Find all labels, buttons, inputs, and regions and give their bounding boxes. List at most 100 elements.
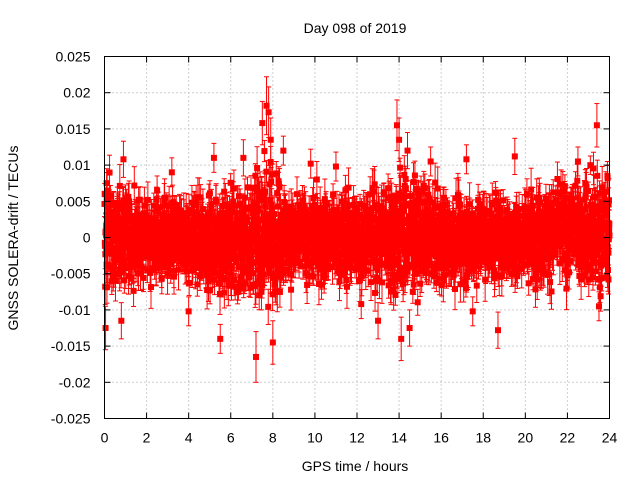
data-point bbox=[260, 193, 267, 200]
data-point bbox=[134, 252, 141, 259]
data-point bbox=[219, 202, 226, 209]
data-point bbox=[220, 250, 227, 257]
data-point bbox=[162, 254, 169, 261]
data-point bbox=[234, 255, 241, 262]
data-point bbox=[262, 203, 269, 210]
data-point bbox=[136, 196, 143, 203]
data-point bbox=[276, 288, 283, 295]
data-point bbox=[208, 202, 215, 209]
data-point bbox=[104, 219, 111, 226]
data-point bbox=[249, 258, 256, 265]
data-point bbox=[130, 287, 137, 294]
data-point bbox=[173, 203, 180, 210]
data-point bbox=[183, 211, 190, 218]
data-point bbox=[132, 256, 139, 263]
data-point bbox=[161, 194, 168, 201]
data-point bbox=[160, 211, 167, 218]
data-point bbox=[122, 265, 129, 272]
data-point bbox=[110, 199, 117, 206]
data-point bbox=[254, 205, 261, 212]
data-point bbox=[213, 198, 220, 205]
data-point bbox=[233, 259, 240, 266]
data-point bbox=[106, 169, 113, 176]
data-point bbox=[107, 192, 114, 199]
data-point bbox=[104, 261, 111, 268]
data-point bbox=[263, 168, 270, 175]
data-point bbox=[115, 222, 122, 229]
data-point bbox=[275, 180, 282, 187]
data-point bbox=[113, 251, 120, 258]
data-point bbox=[266, 181, 273, 188]
data-point bbox=[197, 194, 204, 201]
data-point bbox=[280, 250, 287, 257]
data-point bbox=[267, 270, 274, 277]
data-point bbox=[269, 215, 276, 222]
data-point bbox=[227, 179, 234, 186]
data-point bbox=[263, 214, 270, 221]
data-point bbox=[166, 203, 173, 210]
data-point bbox=[219, 275, 226, 282]
data-point bbox=[125, 193, 132, 200]
data-point bbox=[258, 288, 265, 295]
data-point bbox=[310, 273, 317, 280]
data-point bbox=[121, 210, 128, 217]
data-point bbox=[264, 211, 271, 218]
data-point bbox=[121, 257, 128, 264]
data-point bbox=[171, 206, 178, 213]
data-point bbox=[226, 207, 233, 214]
data-point bbox=[211, 276, 218, 283]
data-point bbox=[252, 215, 259, 222]
data-point bbox=[175, 266, 182, 273]
data-point bbox=[133, 221, 140, 228]
data-point bbox=[193, 201, 200, 208]
data-point bbox=[270, 220, 277, 227]
data-point bbox=[317, 212, 324, 219]
data-point bbox=[241, 250, 248, 257]
data-point bbox=[199, 205, 206, 212]
data-point bbox=[142, 251, 149, 258]
data-point bbox=[309, 258, 316, 265]
data-point bbox=[282, 243, 289, 250]
data-point bbox=[310, 254, 317, 261]
data-point bbox=[141, 202, 148, 209]
data-point bbox=[262, 188, 269, 195]
data-point bbox=[103, 284, 110, 291]
data-point bbox=[236, 281, 243, 288]
data-point bbox=[288, 286, 295, 293]
data-point bbox=[254, 164, 261, 171]
data-point bbox=[274, 190, 281, 197]
data-point bbox=[308, 250, 315, 257]
data-point bbox=[235, 193, 242, 200]
data-point bbox=[315, 259, 322, 266]
data-point bbox=[252, 172, 259, 179]
data-point bbox=[260, 271, 267, 278]
data-point bbox=[114, 212, 121, 219]
data-point bbox=[317, 266, 324, 273]
data-point bbox=[228, 263, 235, 270]
data-point bbox=[255, 195, 262, 202]
data-point bbox=[234, 288, 241, 295]
data-point bbox=[216, 290, 223, 297]
data-point bbox=[302, 208, 309, 215]
data-point bbox=[128, 213, 135, 220]
data-point bbox=[230, 185, 237, 192]
data-point bbox=[119, 241, 126, 248]
data-point bbox=[261, 148, 268, 155]
data-point bbox=[230, 198, 237, 205]
data-point bbox=[273, 170, 280, 177]
data-point bbox=[237, 275, 244, 282]
data-point bbox=[109, 270, 116, 277]
data-point bbox=[211, 217, 218, 224]
data-point bbox=[112, 254, 119, 261]
data-point bbox=[257, 276, 264, 283]
data-point bbox=[171, 273, 178, 280]
data-point bbox=[283, 268, 290, 275]
data-point bbox=[231, 276, 238, 283]
data-point bbox=[268, 232, 275, 239]
data-point bbox=[223, 276, 230, 283]
data-point bbox=[102, 251, 109, 258]
data-point bbox=[299, 263, 306, 270]
data-point bbox=[276, 219, 283, 226]
data-point bbox=[112, 277, 119, 284]
data-point bbox=[244, 228, 251, 235]
